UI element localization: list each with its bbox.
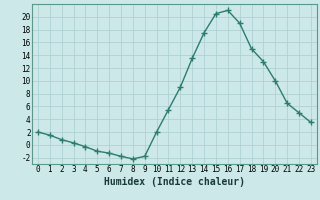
X-axis label: Humidex (Indice chaleur): Humidex (Indice chaleur) (104, 177, 245, 187)
